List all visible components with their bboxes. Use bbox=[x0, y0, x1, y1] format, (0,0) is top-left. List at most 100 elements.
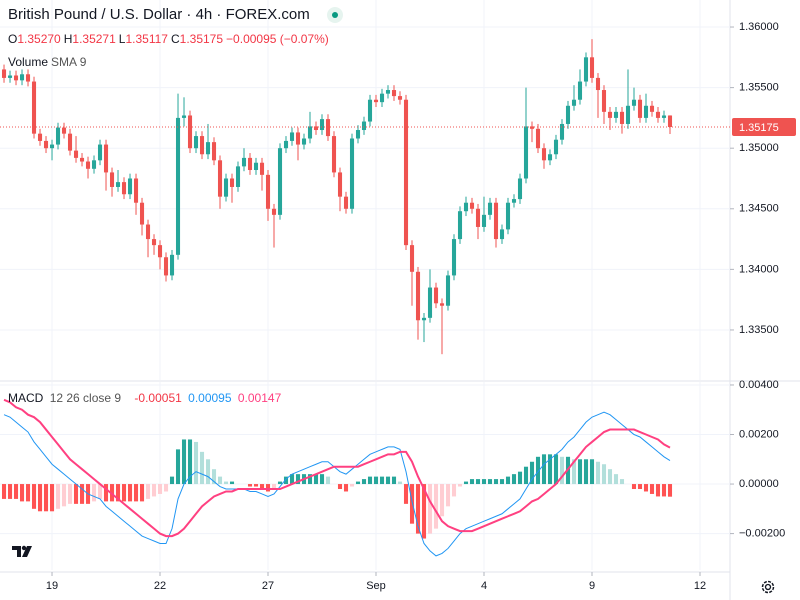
histogram-bar bbox=[247, 484, 253, 487]
histogram-bar bbox=[61, 484, 67, 507]
candle-body bbox=[199, 136, 205, 155]
histogram-bar bbox=[475, 479, 481, 485]
histogram-bar bbox=[37, 484, 43, 512]
y-tick-label: 0.00400 bbox=[739, 379, 779, 391]
histogram-bar bbox=[217, 476, 223, 485]
macd-params: 12 26 close 9 bbox=[49, 391, 122, 405]
y-tick-label: −0.00200 bbox=[739, 527, 785, 539]
histogram-bar bbox=[487, 479, 493, 485]
histogram-bar bbox=[55, 484, 61, 509]
x-tick-label: Sep bbox=[366, 580, 386, 592]
histogram-bar bbox=[181, 439, 187, 485]
candle-body bbox=[229, 178, 235, 187]
candle-body bbox=[427, 287, 433, 318]
histogram-bar bbox=[349, 484, 355, 487]
histogram-bar bbox=[649, 484, 655, 494]
candle-body bbox=[451, 239, 457, 276]
histogram-bar bbox=[421, 484, 427, 539]
candle-body bbox=[157, 245, 163, 258]
histogram-bar bbox=[91, 484, 97, 502]
candle-body bbox=[535, 128, 541, 149]
candle-body bbox=[655, 111, 661, 118]
candle-body bbox=[73, 150, 79, 158]
histogram-bar bbox=[229, 481, 235, 485]
candle-body bbox=[1, 69, 7, 78]
market-status[interactable] bbox=[326, 6, 343, 23]
candle-body bbox=[445, 275, 451, 306]
histogram-bar bbox=[583, 459, 589, 485]
candle-body bbox=[61, 127, 67, 134]
ohlc-key: H bbox=[63, 32, 73, 46]
tv-logo[interactable] bbox=[12, 545, 32, 557]
grid-layer bbox=[0, 0, 730, 570]
histogram-bar bbox=[295, 474, 301, 485]
candle-body bbox=[331, 136, 337, 173]
candle-body bbox=[475, 208, 481, 227]
histogram-bar bbox=[163, 484, 169, 492]
candle-body bbox=[319, 119, 325, 131]
histogram-bar bbox=[469, 479, 475, 485]
candle-body bbox=[307, 126, 313, 139]
candle-body bbox=[433, 287, 439, 304]
x-tick-label: 19 bbox=[46, 580, 58, 592]
candle-body bbox=[463, 202, 469, 212]
candle-body bbox=[103, 144, 109, 173]
y-tick-label: 1.35500 bbox=[739, 82, 779, 94]
histogram-bar bbox=[439, 484, 445, 517]
candle-body bbox=[43, 140, 49, 149]
histogram-bar bbox=[661, 484, 667, 497]
histogram-bar bbox=[451, 484, 457, 497]
candle-body bbox=[181, 115, 187, 118]
histogram-bar bbox=[361, 479, 367, 485]
histogram-bar bbox=[337, 484, 343, 490]
candle-body bbox=[499, 229, 505, 240]
histogram-bar bbox=[589, 459, 595, 485]
candle-body bbox=[265, 174, 271, 209]
candle-body bbox=[505, 202, 511, 230]
ohlc-change: −0.00095 (−0.07%) bbox=[226, 32, 329, 46]
indicator-params: SMA 9 bbox=[51, 55, 87, 69]
histogram-bar bbox=[19, 484, 25, 502]
ohlc-value: 1.35117 bbox=[125, 32, 168, 46]
y-tick-label: 1.34000 bbox=[739, 263, 779, 275]
histogram-bar bbox=[307, 474, 313, 485]
indicator-line bbox=[3, 411, 671, 557]
candle-body bbox=[187, 115, 193, 149]
histogram-bar bbox=[637, 484, 643, 490]
histogram-bar bbox=[355, 481, 361, 485]
candle-body bbox=[325, 119, 331, 137]
y-tick-label: 1.34500 bbox=[739, 203, 779, 215]
candle-body bbox=[583, 57, 589, 82]
histogram-bar bbox=[97, 484, 103, 499]
candle-body bbox=[223, 178, 229, 197]
candle-body bbox=[601, 90, 607, 112]
histogram-bar bbox=[319, 474, 325, 485]
symbol-title: British Pound / U.S. Dollar · 4h · FOREX… bbox=[8, 6, 310, 23]
histogram-bar bbox=[121, 484, 127, 502]
histogram-bar bbox=[607, 469, 613, 485]
histogram-bar bbox=[571, 459, 577, 485]
macd-last-value: 0.00095 bbox=[188, 391, 232, 405]
candle-body bbox=[637, 99, 643, 118]
candle-body bbox=[67, 133, 73, 151]
candle-body bbox=[175, 117, 181, 255]
candle-body bbox=[367, 99, 373, 122]
histogram-bar bbox=[415, 484, 421, 534]
candle-body bbox=[559, 123, 565, 140]
histogram-bar bbox=[133, 484, 139, 502]
candle-body bbox=[421, 317, 427, 321]
candle-body bbox=[649, 105, 655, 112]
settings-gear[interactable] bbox=[761, 580, 775, 594]
last-price-label: 1.35175 bbox=[739, 122, 779, 134]
histogram-bar bbox=[31, 484, 37, 509]
histogram-bar bbox=[79, 484, 85, 504]
histogram-bar bbox=[445, 484, 451, 507]
histogram-bar bbox=[547, 454, 553, 485]
candle-body bbox=[529, 126, 535, 129]
x-tick-label: 9 bbox=[589, 580, 595, 592]
candle-body bbox=[409, 245, 415, 272]
histogram-bar bbox=[553, 454, 559, 485]
histogram-bar bbox=[67, 484, 73, 504]
candle-body bbox=[295, 132, 301, 145]
indicator-name: Volume bbox=[8, 55, 49, 69]
